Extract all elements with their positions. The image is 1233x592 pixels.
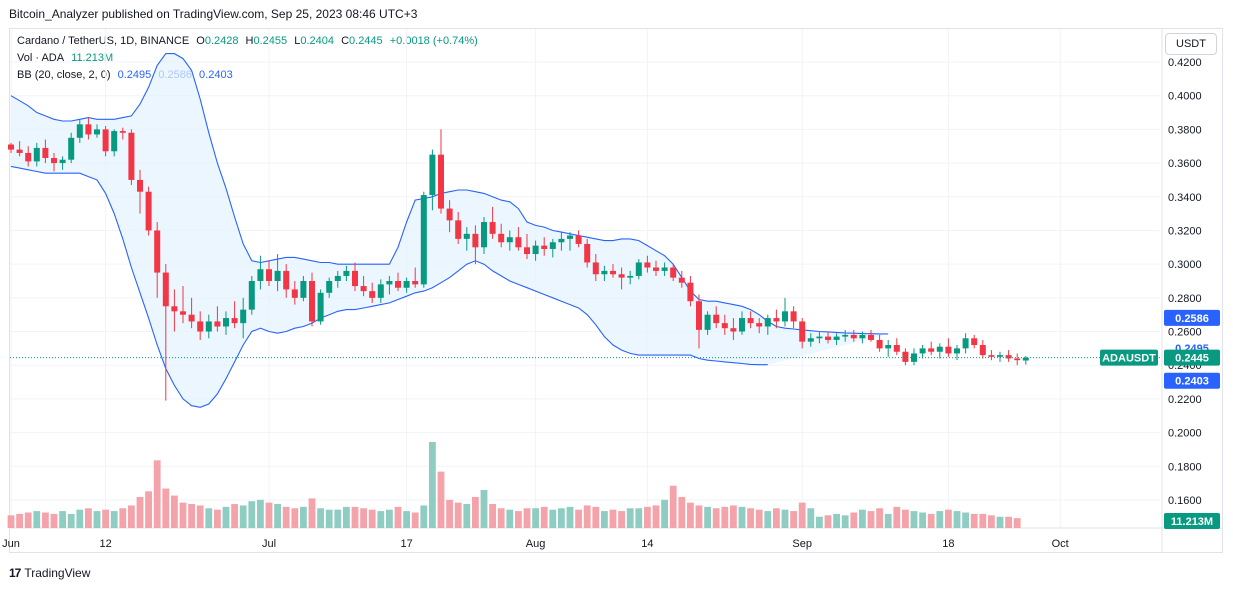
currency-button[interactable]: USDT [1165,33,1217,55]
legend-high: H0.2455 [245,35,288,47]
publish-info: Bitcoin_Analyzer published on TradingVie… [9,7,418,21]
legend-bb-row: BB (20, close, 2, 0) 0.2495 0.2586 0.240… [17,69,237,81]
legend-volume-row: Vol · ADA 11.213M [17,52,117,64]
legend-bb-upper: 0.2586 [158,69,192,81]
chart-frame [9,28,1223,553]
legend-low: L0.2404 [294,35,334,47]
tradingview-logo-icon: 17 [9,566,21,580]
legend-open: O0.2428 [196,35,239,47]
legend-vol-label[interactable]: Vol · ADA [17,52,65,64]
legend-change: +0.0018 (+0.74%) [389,35,478,47]
legend-bb-lower: 0.2403 [199,69,233,81]
legend-symbol-row: Cardano / TetherUS, 1D, BINANCE O0.2428 … [17,35,482,47]
footer-brand-name: TradingView [24,566,91,580]
legend-bb-basis: 0.2495 [117,69,152,81]
legend-bb-label[interactable]: BB (20, close, 2, 0) [17,69,111,81]
legend-symbol[interactable]: Cardano / TetherUS, 1D, BINANCE [17,35,190,47]
legend-vol-value: 11.213M [71,52,114,64]
footer-brand: 17 TradingView [9,566,90,580]
legend-close: C0.2445 [341,35,383,47]
